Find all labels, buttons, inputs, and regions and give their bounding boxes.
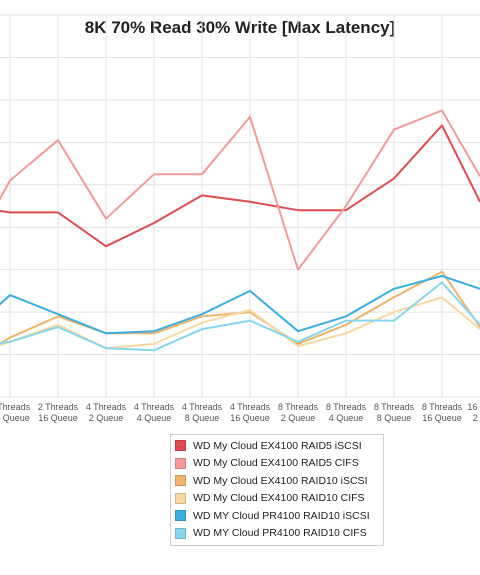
x-tick-label: 16 Queue [230, 413, 270, 423]
x-tick-label: 2 Queue [281, 413, 316, 423]
x-tick-label: 1 Threads [0, 402, 31, 412]
x-tick-label: 16 Threads [467, 402, 480, 412]
series-lines [0, 109, 480, 352]
chart-title: 8K 70% Read 30% Write [Max Latency] [84, 18, 396, 37]
legend-label: WD My Cloud EX4100 RAID10 CIFS [193, 492, 365, 505]
x-tick-label: 4 Queue [329, 413, 364, 423]
legend-swatch [175, 510, 186, 522]
x-tick-label: 2 Threads [38, 402, 79, 412]
series-line-4 [0, 296, 480, 350]
x-tick-label: 8 Queue [185, 413, 220, 423]
x-tick-label: 4 Threads [86, 402, 127, 412]
x-tick-label: 2 Queue [473, 413, 480, 423]
x-tick-label: 8 Queue [377, 413, 412, 423]
legend-swatch [175, 457, 186, 469]
legend-label: WD My Cloud EX4100 RAID5 CIFS [193, 457, 359, 470]
x-tick-label: 4 Threads [230, 402, 271, 412]
legend-item-3: WD My Cloud EX4100 RAID10 iSCSI [175, 472, 383, 490]
legend-swatch [175, 527, 186, 539]
legend-swatch [175, 440, 186, 452]
legend: WD My Cloud EX4100 RAID5 iSCSI WD My Clou… [170, 434, 384, 546]
series-line-6 [0, 281, 480, 352]
x-tick-label: 16 Queue [422, 413, 462, 423]
series-line-2 [0, 109, 480, 271]
legend-label: WD My Cloud EX4100 RAID10 iSCSI [193, 474, 368, 487]
x-tick-label: 16 Queue [0, 413, 30, 423]
series-line-5 [0, 275, 480, 335]
grid-lines [0, 14, 480, 398]
x-tick-label: 16 Queue [38, 413, 78, 423]
legend-item-6: WD MY Cloud PR4100 RAID10 CIFS [175, 525, 383, 543]
legend-item-1: WD My Cloud EX4100 RAID5 iSCSI [175, 437, 383, 455]
x-tick-label: 8 Threads [278, 402, 319, 412]
x-tick-label: 2 Queue [89, 413, 124, 423]
legend-label: WD MY Cloud PR4100 RAID10 CIFS [193, 527, 367, 540]
x-tick-label: 8 Threads [422, 402, 463, 412]
legend-item-4: WD My Cloud EX4100 RAID10 CIFS [175, 490, 383, 508]
legend-item-5: WD MY Cloud PR4100 RAID10 iSCSI [175, 507, 383, 525]
series-line-3 [0, 270, 480, 345]
legend-item-2: WD My Cloud EX4100 RAID5 CIFS [175, 455, 383, 473]
series-line-1 [0, 124, 480, 248]
legend-label: WD My Cloud EX4100 RAID5 iSCSI [193, 439, 362, 452]
legend-label: WD MY Cloud PR4100 RAID10 iSCSI [193, 509, 370, 522]
x-tick-label: 4 Queue [137, 413, 172, 423]
x-tick-label: 8 Threads [326, 402, 367, 412]
legend-swatch [175, 475, 186, 487]
x-tick-label: 8 Threads [374, 402, 415, 412]
legend-swatch [175, 492, 186, 504]
x-tick-label: 4 Threads [182, 402, 223, 412]
x-tick-label: 4 Threads [134, 402, 175, 412]
